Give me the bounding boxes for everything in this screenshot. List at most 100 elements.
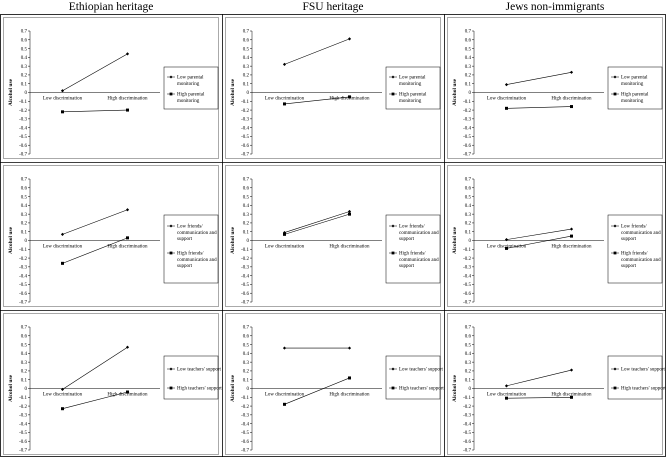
data-point-diamond — [504, 384, 509, 388]
y-tick-label: 0.7 — [465, 326, 472, 331]
chart-frame — [3, 313, 219, 455]
x-category-label: High discrimination — [329, 97, 370, 102]
series-line-low — [284, 38, 350, 65]
legend-entry-text: communication and — [177, 258, 217, 263]
y-tick-label: -0.1 — [241, 396, 249, 401]
y-tick-label: 0.7 — [465, 178, 472, 183]
y-tick-label: -0.7 — [19, 301, 27, 306]
legend-box — [385, 66, 441, 110]
x-category-label: High discrimination — [107, 97, 148, 102]
y-tick-label: 0 — [25, 387, 28, 392]
data-point-diamond — [347, 209, 352, 214]
y-tick-label: 0.3 — [243, 65, 250, 70]
y-tick-label: 0.1 — [243, 82, 250, 87]
chart-panel-3: 0.7 0.6 0.5 0.4 0.3 0.2 0.1 0 -0.1 -0.2 -0.3 -0.4 -0… — [447, 17, 663, 159]
y-tick-label: -0.5 — [463, 135, 471, 140]
data-point-square — [570, 234, 573, 238]
y-tick-label: -0.1 — [463, 100, 471, 105]
y-tick-label: 0 — [25, 91, 28, 96]
y-tick-label: 0.7 — [243, 326, 250, 331]
legend-entry-text: Low teachers' support — [177, 368, 222, 373]
legend-entry-text: communication and — [399, 231, 439, 236]
y-tick-label: 0.1 — [21, 230, 28, 235]
legend-entry-text: communication and — [621, 258, 661, 263]
legend-entry-text: support — [621, 237, 637, 242]
data-point-square — [505, 396, 508, 400]
y-tick-label: 0.4 — [243, 204, 250, 209]
legend-marker-diamond — [169, 224, 173, 228]
data-point-square — [505, 106, 508, 110]
chart-panel-4: 0.7 0.6 0.5 0.4 0.3 0.2 0.1 0 -0.1 -0.2 -0.3 -0.4 -0… — [3, 165, 219, 307]
y-tick-label: -0.6 — [241, 292, 249, 297]
y-tick-label: 0.3 — [21, 65, 28, 70]
y-tick-label: -0.3 — [241, 266, 249, 271]
series-line-low — [506, 228, 572, 240]
series-line-low — [62, 346, 128, 390]
y-tick-label: 0.2 — [243, 370, 250, 375]
legend-entry-text: monitoring — [621, 82, 644, 87]
y-tick-label: 0.7 — [21, 178, 28, 183]
data-point-square — [126, 390, 129, 394]
y-tick-label: -0.2 — [463, 109, 471, 114]
data-point-diamond — [282, 62, 287, 66]
y-tick-label: 0.4 — [21, 204, 28, 209]
y-tick-label: 0.6 — [243, 38, 250, 43]
y-tick-label: 0.2 — [21, 370, 28, 375]
y-tick-label: 0.2 — [243, 74, 250, 79]
legend-box — [607, 214, 663, 284]
y-tick-label: -0.4 — [463, 274, 471, 279]
series-line-high — [506, 396, 572, 399]
y-tick-label: 0.5 — [21, 47, 28, 52]
y-tick-label: -0.6 — [463, 144, 471, 149]
x-category-label: Low discrimination — [43, 245, 83, 250]
grid-border — [0, 14, 666, 457]
y-tick-label: 0.3 — [465, 213, 472, 218]
x-category-label: Low discrimination — [43, 97, 83, 102]
legend-entry-text: support — [177, 264, 193, 269]
y-tick-label: 0.4 — [465, 204, 472, 209]
y-tick-label: -0.3 — [241, 414, 249, 419]
column-title-jews-non-immigrants: Jews non-immigrants — [505, 1, 605, 13]
legend-marker-diamond — [391, 367, 395, 371]
y-tick-label: 0.4 — [21, 352, 28, 357]
y-tick-label: 0.6 — [243, 334, 250, 339]
data-point-diamond — [60, 89, 65, 93]
x-category-label: High discrimination — [329, 393, 370, 398]
y-tick-label: 0.3 — [243, 361, 250, 366]
legend-entry-text: Low teachers' support — [621, 368, 666, 373]
y-axis-title: Alcohol use — [8, 226, 14, 254]
y-tick-label: -0.6 — [463, 440, 471, 445]
x-category-label: Low discrimination — [43, 393, 83, 398]
y-tick-label: 0.5 — [21, 195, 28, 200]
legend-entry-text: High teachers' support — [621, 387, 666, 392]
y-tick-label: 0.4 — [243, 352, 250, 357]
y-axis-title: Alcohol use — [8, 374, 14, 402]
y-tick-label: -0.1 — [241, 100, 249, 105]
chart-panel-5: 0.7 0.6 0.5 0.4 0.3 0.2 0.1 0 -0.1 -0.2 -0.3 -0.4 -0… — [225, 165, 441, 307]
legend-box — [163, 214, 219, 284]
series-line-low — [284, 211, 350, 233]
x-category-label: Low discrimination — [265, 97, 305, 102]
series-line-high — [62, 391, 128, 409]
y-tick-label: -0.5 — [241, 135, 249, 140]
y-tick-label: -0.5 — [463, 431, 471, 436]
data-point-square — [283, 232, 286, 236]
y-tick-label: -0.6 — [463, 292, 471, 297]
legend-marker-square — [169, 92, 173, 96]
legend-marker-diamond — [391, 224, 395, 228]
y-tick-label: 0.1 — [465, 82, 472, 87]
y-tick-label: 0.2 — [465, 370, 472, 375]
data-point-diamond — [282, 346, 287, 350]
y-tick-label: -0.2 — [463, 257, 471, 262]
y-tick-label: 0.3 — [465, 65, 472, 70]
legend-entry-text: communication and — [399, 258, 439, 263]
chart-frame — [225, 313, 441, 455]
y-tick-label: -0.1 — [463, 248, 471, 253]
data-point-square — [61, 110, 64, 114]
series-line-low — [506, 369, 572, 387]
y-tick-label: -0.4 — [241, 422, 249, 427]
chart-frame — [225, 17, 441, 159]
legend-entry-text: Low friends/ — [621, 225, 647, 230]
y-tick-label: 0.6 — [465, 334, 472, 339]
x-category-label: High discrimination — [551, 97, 592, 102]
